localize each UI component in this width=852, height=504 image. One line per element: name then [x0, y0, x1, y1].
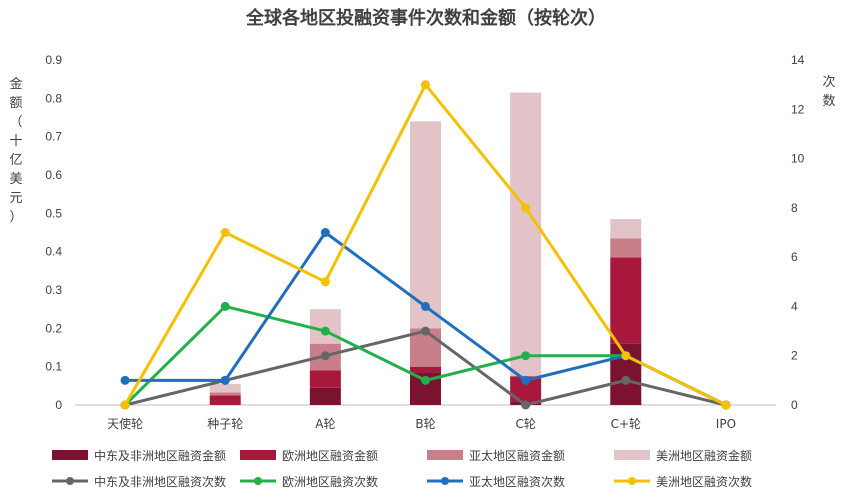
- series-point: [421, 375, 430, 385]
- x-tick-label: B轮: [415, 417, 435, 431]
- y-axis-label-char: 美: [9, 172, 22, 187]
- y-tick-label: 0.7: [45, 130, 62, 144]
- y2-tick-label: 4: [791, 299, 798, 313]
- bar-segment: [209, 392, 241, 396]
- y-axis-label-char: 元: [9, 191, 22, 206]
- series-point: [521, 400, 531, 410]
- legend-label: 亚太地区融资金额: [469, 448, 565, 463]
- y2-tick-label: 0: [791, 398, 798, 412]
- x-tick-label: C+轮: [611, 417, 641, 431]
- legend-marker: [441, 477, 449, 485]
- bars: [209, 92, 642, 405]
- bar-segment: [309, 309, 341, 344]
- bar-segment: [209, 383, 241, 393]
- y-tick-label: 0.9: [45, 53, 62, 67]
- y-axis-label-char: 金: [9, 76, 22, 92]
- series-point: [521, 203, 531, 213]
- series-point: [220, 228, 230, 237]
- y-axis-label-char: 亿: [9, 153, 22, 168]
- lines: [120, 80, 731, 410]
- series-point: [220, 301, 230, 311]
- bar-segment: [309, 387, 341, 405]
- series-point: [320, 326, 330, 336]
- x-tick-label: C轮: [515, 417, 535, 431]
- legend-swatch: [427, 450, 463, 460]
- legend-label: 欧洲地区融资次数: [282, 474, 378, 489]
- bar-segment: [510, 92, 542, 377]
- y-axis-label-char: 额: [9, 96, 22, 111]
- legend-swatch: [52, 450, 88, 460]
- bar-segment: [410, 366, 441, 373]
- y2-axis-label-char: 次: [822, 74, 835, 90]
- bar-segment: [410, 121, 441, 329]
- y-tick-label: 0.1: [45, 360, 62, 374]
- bar-segment: [610, 219, 642, 239]
- legend-label: 中东及非洲地区融资金额: [94, 448, 226, 463]
- legend-label: 欧洲地区融资金额: [282, 448, 378, 463]
- legend-label: 美洲地区融资金额: [656, 448, 752, 463]
- y2-tick-label: 2: [791, 349, 798, 363]
- series-point: [521, 351, 531, 361]
- legend-label: 亚太地区融资次数: [469, 474, 565, 489]
- series-point: [120, 400, 130, 410]
- y2-axis-label: 次数: [822, 74, 835, 109]
- series-point: [320, 277, 330, 287]
- legend-marker: [254, 477, 262, 485]
- legend-marker: [66, 477, 74, 485]
- series-point: [421, 301, 430, 311]
- y2-tick-label: 8: [791, 201, 798, 215]
- y-tick-label: 0.6: [45, 168, 62, 182]
- series-point: [721, 400, 731, 410]
- bar-segment: [309, 370, 341, 388]
- chart-title: 全球各地区投融资事件次数和金额（按轮次）: [245, 7, 606, 29]
- y2-tick-label: 12: [791, 102, 805, 116]
- series-point: [621, 375, 631, 385]
- y-tick-label: 0.4: [45, 245, 62, 259]
- legend-swatch: [614, 450, 650, 460]
- y2-tick-label: 10: [791, 152, 805, 166]
- series-point: [320, 228, 330, 237]
- y-tick-label: 0: [55, 398, 62, 412]
- y-tick-label: 0.8: [45, 91, 62, 105]
- series-point: [421, 326, 430, 336]
- y2-axis-label-char: 数: [822, 94, 835, 109]
- x-tick-label: 种子轮: [207, 417, 243, 431]
- series-point: [521, 375, 531, 385]
- bar-segment: [610, 238, 642, 258]
- legend-label: 中东及非洲地区融资次数: [94, 474, 226, 489]
- y-tick-label: 0.3: [45, 283, 62, 297]
- bar-segment: [209, 395, 241, 405]
- y2-tick-label: 14: [791, 53, 805, 67]
- series-point: [320, 351, 330, 361]
- y-tick-label: 0.5: [45, 206, 62, 220]
- y-axis-label-char: 十: [9, 134, 22, 149]
- x-tick-label: A轮: [315, 417, 335, 431]
- series-point: [220, 375, 230, 385]
- axes: 0 0.1 0.2 0.3 0.4 0.5 0.6 0.7 0.8 0.9 0 2 4 6 8 10 12 14 天…: [45, 53, 804, 431]
- y-axis-label-char: ）: [9, 210, 22, 225]
- legend-label: 美洲地区融资次数: [656, 474, 752, 489]
- legend-swatch: [240, 450, 276, 460]
- y-axis-label-char: （: [9, 115, 22, 130]
- legend: 中东及非洲地区融资金额 欧洲地区融资金额 亚太地区融资金额 美洲地区融资金额中东及非洲…: [52, 448, 752, 489]
- x-tick-label: IPO: [716, 417, 736, 431]
- x-tick-label: 天使轮: [107, 416, 143, 431]
- legend-marker: [628, 477, 636, 485]
- y-tick-label: 0.2: [45, 321, 62, 335]
- series-point: [120, 375, 130, 385]
- bar-segment: [610, 257, 642, 344]
- series-point: [621, 351, 631, 361]
- series-point: [421, 80, 430, 90]
- y2-tick-label: 6: [791, 250, 798, 264]
